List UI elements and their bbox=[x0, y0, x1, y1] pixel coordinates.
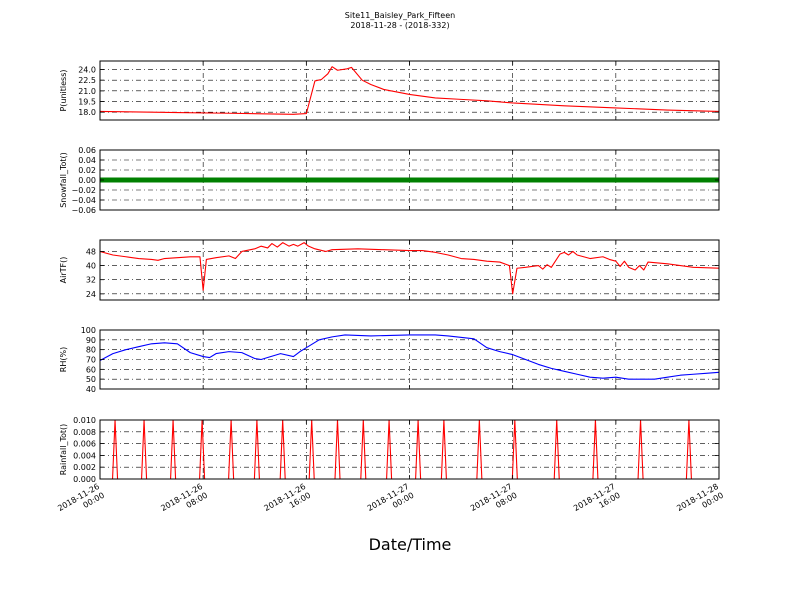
series-line bbox=[99, 242, 720, 295]
y-tick-label: 0.02 bbox=[78, 166, 96, 175]
y-tick-label: −0.02 bbox=[71, 186, 96, 195]
y-tick-label: 48 bbox=[86, 247, 96, 256]
x-tick-label: 2018-11-2616:00 bbox=[263, 482, 313, 522]
y-axis-label: AirTF() bbox=[59, 257, 68, 284]
y-tick-label: 40 bbox=[86, 385, 96, 394]
panel-2: −0.06−0.04−0.020.000.020.040.06 Snowfall_… bbox=[59, 146, 720, 215]
x-tick-label: 2018-11-2716:00 bbox=[572, 482, 622, 522]
y-tick-label: 19.5 bbox=[78, 98, 96, 107]
x-tick-label: 2018-11-2700:00 bbox=[366, 482, 416, 522]
series-line bbox=[99, 66, 720, 115]
y-tick-label: 50 bbox=[86, 375, 96, 384]
panel-5: 0.000 0.002 0.004 0.006 0.008 0.010 Rainfall_T… bbox=[59, 416, 720, 484]
y-tick-label: 0.06 bbox=[78, 146, 96, 155]
y-axis-label: P(unitless) bbox=[59, 69, 68, 111]
y-tick-label: 70 bbox=[86, 356, 96, 365]
y-tick-label: 32 bbox=[86, 276, 96, 285]
y-tick-label: 90 bbox=[86, 336, 96, 345]
chart-subtitle: 2018-11-28 - (2018-332) bbox=[350, 21, 450, 30]
y-axis-label: RH(%) bbox=[59, 347, 68, 372]
y-tick-label: 0.000 bbox=[73, 475, 96, 484]
x-axis-label: Date/Time bbox=[369, 535, 452, 554]
y-tick-label: 0.00 bbox=[78, 176, 96, 185]
y-tick-label: 24 bbox=[86, 290, 96, 299]
chart-title: Site11_Baisley_Park_Fifteen bbox=[344, 11, 456, 20]
y-tick-label: 22.5 bbox=[78, 76, 96, 85]
y-tick-label: 0.006 bbox=[73, 440, 96, 449]
y-axis-label: Rainfall_Tot() bbox=[59, 424, 68, 476]
x-tick-label: 2018-11-2708:00 bbox=[469, 482, 519, 522]
y-tick-label: 0.04 bbox=[78, 156, 96, 165]
y-tick-label: 0.010 bbox=[73, 416, 96, 425]
y-tick-label: 24.0 bbox=[78, 66, 96, 75]
y-tick-label: 60 bbox=[86, 365, 96, 374]
y-tick-label: 0.004 bbox=[73, 451, 96, 460]
y-tick-label: 21.0 bbox=[78, 87, 96, 96]
y-tick-label: −0.04 bbox=[71, 196, 96, 205]
x-tick-label: 2018-11-2608:00 bbox=[159, 482, 209, 522]
y-tick-label: 0.002 bbox=[73, 463, 96, 472]
x-tick-label: 2018-11-2800:00 bbox=[675, 482, 725, 522]
panel-1: 18.019.5 21.0 22.524.0 P(unitless) bbox=[59, 60, 720, 121]
y-tick-label: 40 bbox=[86, 262, 96, 271]
y-tick-label: 0.008 bbox=[73, 428, 96, 437]
panel-3: 24 32 40 48 AirTF() bbox=[59, 239, 720, 301]
series-line bbox=[99, 334, 720, 380]
y-tick-label: 100 bbox=[81, 326, 96, 335]
y-tick-label: 18.0 bbox=[78, 108, 96, 117]
y-tick-label: 80 bbox=[86, 346, 96, 355]
y-tick-label: −0.06 bbox=[71, 206, 96, 215]
x-tick-label: 2018-11-2600:00 bbox=[56, 482, 106, 522]
y-axis-label: Snowfall_Tot() bbox=[59, 152, 68, 208]
